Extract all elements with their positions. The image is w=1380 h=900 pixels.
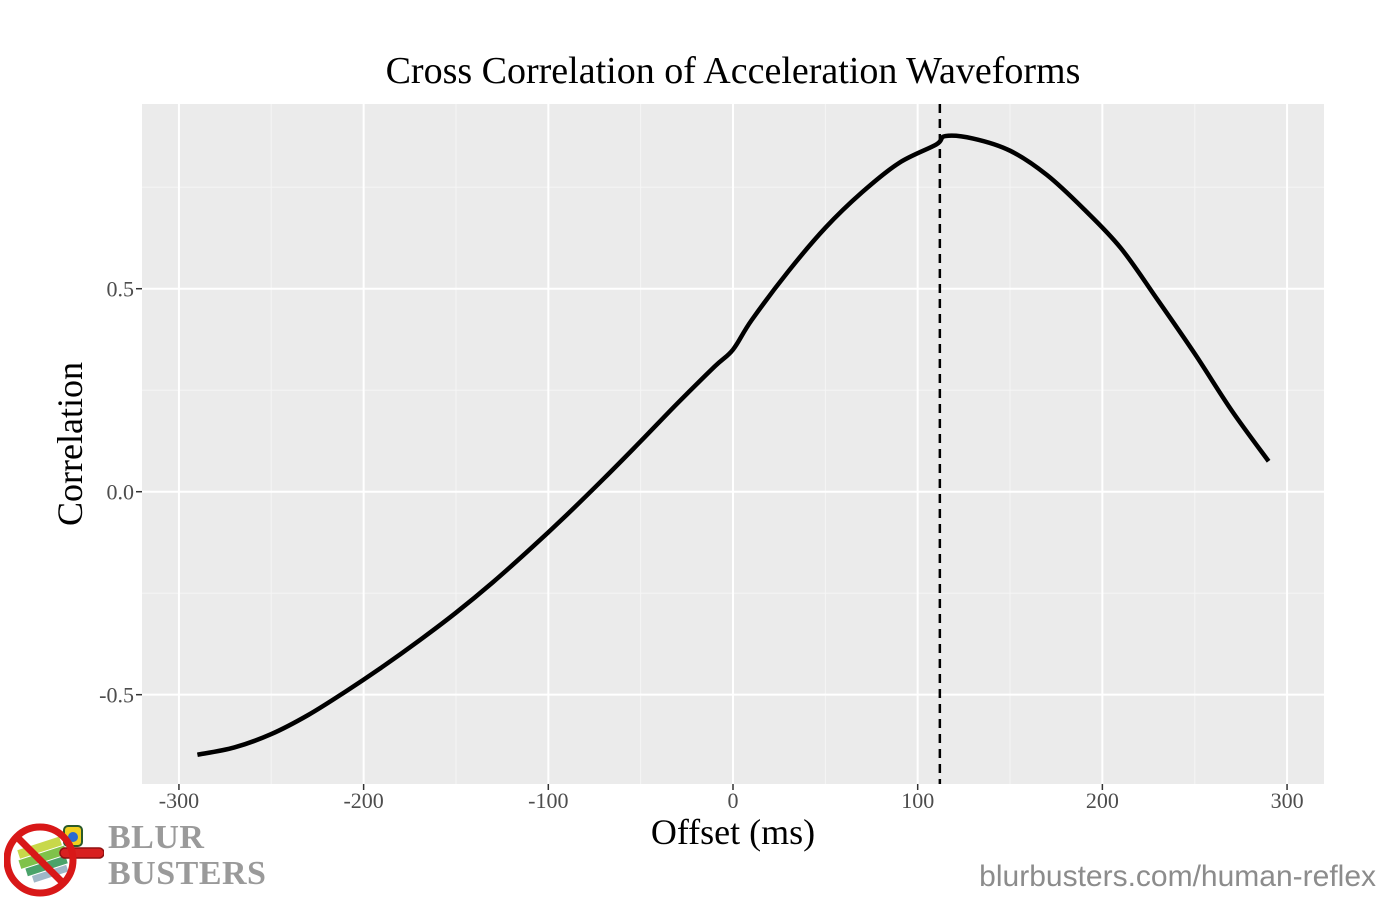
y-axis-title: Correlation [50, 362, 90, 526]
brand-line-1: BLUR [108, 819, 205, 856]
brand-line-2: BUSTERS [108, 855, 267, 892]
x-axis-title: Offset (ms) [651, 812, 815, 852]
no-blur-icon [4, 823, 104, 897]
brand-name: BLUR BUSTERS [108, 820, 266, 892]
x-tick-label: -300 [159, 788, 199, 813]
x-axis: -300 -200 -100 0 100 200 300 [159, 784, 1304, 813]
x-tick-label: 100 [901, 788, 934, 813]
y-tick-label: -0.5 [99, 683, 134, 708]
x-tick-label: -100 [528, 788, 568, 813]
chart-title: Cross Correlation of Acceleration Wavefo… [386, 50, 1081, 92]
x-tick-label: 0 [728, 788, 739, 813]
x-tick-label: 200 [1086, 788, 1119, 813]
major-gridlines [142, 104, 1324, 784]
source-url: blurbusters.com/human-reflex [979, 860, 1376, 893]
series-line-0 [196, 133, 1271, 757]
y-tick-label: 0.5 [107, 277, 135, 302]
y-axis: -0.5 0.0 0.5 [99, 277, 142, 708]
x-tick-label: -200 [343, 788, 383, 813]
x-tick-label: 300 [1271, 788, 1304, 813]
brand-logo-block: BLUR BUSTERS [4, 818, 304, 898]
y-tick-label: 0.0 [107, 480, 135, 505]
series-layer [196, 133, 1271, 757]
